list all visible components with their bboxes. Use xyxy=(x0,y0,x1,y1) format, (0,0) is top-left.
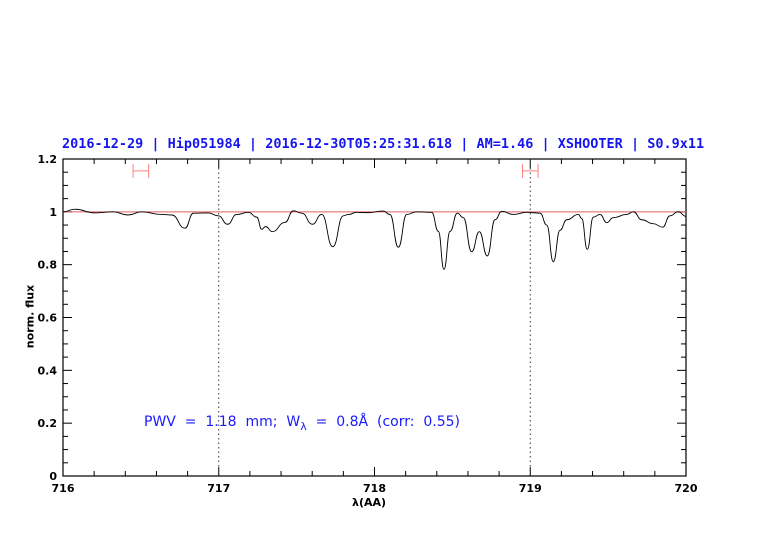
chart-title: 2016-12-29 | Hip051984 | 2016-12-30T05:2… xyxy=(62,136,705,152)
y-tick-label: 0.2 xyxy=(38,417,58,430)
x-tick-label: 719 xyxy=(519,482,542,495)
y-tick-label: 0.4 xyxy=(38,364,58,377)
y-tick-label: 0.6 xyxy=(38,312,58,325)
annotation-subscript: λ xyxy=(300,419,307,433)
x-axis-label: λ(AA) xyxy=(352,496,387,509)
annotation-prefix: PWV = 1.18 mm; W xyxy=(144,414,301,430)
x-tick-label: 716 xyxy=(52,482,75,495)
y-tick-label: 0 xyxy=(49,470,57,483)
y-tick-label: 0.8 xyxy=(38,259,58,272)
x-tick-label: 720 xyxy=(675,482,698,495)
y-tick-label: 1 xyxy=(49,206,57,219)
annotation-suffix: = 0.8Å (corr: 0.55) xyxy=(306,414,460,430)
x-tick-label: 717 xyxy=(207,482,230,495)
spectrum-line xyxy=(62,208,687,270)
y-tick-label: 1.2 xyxy=(38,153,58,166)
y-axis-label: norm. flux xyxy=(23,284,37,349)
pwv-annotation: PWV = 1.18 mm; Wλ = 0.8Å (corr: 0.55) xyxy=(144,414,460,433)
x-tick-label: 718 xyxy=(363,482,386,495)
